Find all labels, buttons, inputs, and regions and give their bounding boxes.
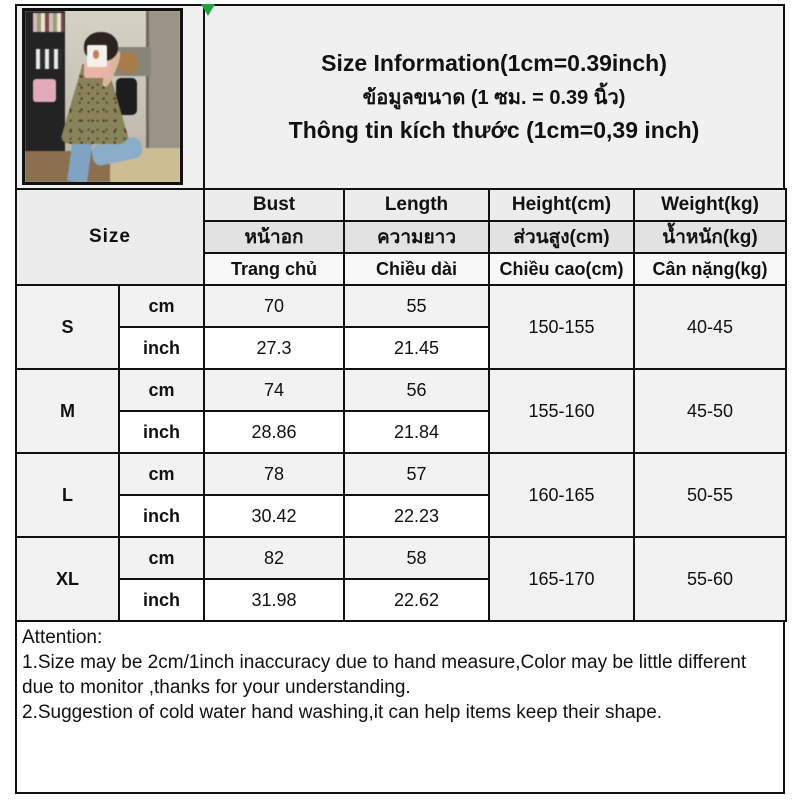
length-inch-l: 22.23 <box>343 494 490 538</box>
bust-inch-xl: 31.98 <box>203 578 345 622</box>
weight-l: 50-55 <box>633 452 787 538</box>
col-header-bust-en: Bust <box>203 188 345 222</box>
photo-scene <box>25 11 180 182</box>
length-cm-xl: 58 <box>343 536 490 580</box>
header-row-vietnamese: Trang chủ Chiều dài Chiều cao(cm) Cân nặ… <box>16 252 787 286</box>
length-cm-m: 56 <box>343 368 490 412</box>
attention-line-2: due to monitor ,thanks for your understa… <box>22 677 411 698</box>
title-block: Size Information(1cm=0.39inch) ข้อมูลขนา… <box>205 6 783 188</box>
col-header-length-th: ความยาว <box>343 220 490 254</box>
title-thai: ข้อมูลขนาด (1 ซม. = 0.39 นิ้ว) <box>362 87 626 109</box>
table-row: L cm 78 57 160-165 50-55 <box>15 452 787 538</box>
bust-cm-l: 78 <box>203 452 345 496</box>
title-english: Size Information(1cm=0.39inch) <box>321 50 667 76</box>
size-column-header: Size <box>15 188 205 286</box>
col-header-height-vi: Chiều cao(cm) <box>488 252 635 286</box>
table-row: inch 31.98 22.62 <box>16 578 786 622</box>
col-header-weight-vi: Cân nặng(kg) <box>633 252 787 286</box>
size-table: Size Bust Length Height(cm) Weight(kg) ห… <box>15 188 787 622</box>
table-row: inch 27.3 21.45 <box>16 326 786 370</box>
header-section: Size Information(1cm=0.39inch) ข้อมูลขนา… <box>15 4 785 188</box>
height-m: 155-160 <box>488 368 635 454</box>
table-row: S cm 70 55 150-155 40-45 <box>15 284 787 370</box>
product-photo <box>22 8 183 185</box>
col-header-height-en: Height(cm) <box>488 188 635 222</box>
table-row: inch 30.42 22.23 <box>16 494 786 538</box>
length-cm-s: 55 <box>343 284 490 328</box>
table-row: inch 28.86 21.84 <box>16 410 786 454</box>
photo-door-edge <box>145 11 149 182</box>
green-corner-marker-icon <box>201 4 215 16</box>
height-s: 150-155 <box>488 284 635 370</box>
photo-cell <box>17 6 205 188</box>
header-row-thai: หน้าอก ความยาว ส่วนสูง(cm) น้ำหนัก(kg) <box>16 220 787 254</box>
height-xl: 165-170 <box>488 536 635 622</box>
length-cm-l: 57 <box>343 452 490 496</box>
length-inch-xl: 22.62 <box>343 578 490 622</box>
unit-inch: inch <box>118 578 205 622</box>
table-row: M cm 74 56 155-160 45-50 <box>15 368 787 454</box>
attention-note: Attention: 1.Size may be 2cm/1inch inacc… <box>15 622 785 794</box>
bust-cm-s: 70 <box>203 284 345 328</box>
height-l: 160-165 <box>488 452 635 538</box>
photo-black-bag <box>116 77 137 116</box>
size-label-xl: XL <box>15 536 120 622</box>
size-label-s: S <box>15 284 120 370</box>
unit-inch: inch <box>118 326 205 370</box>
unit-cm: cm <box>118 368 205 412</box>
col-header-weight-en: Weight(kg) <box>633 188 787 222</box>
bust-cm-xl: 82 <box>203 536 345 580</box>
col-header-length-vi: Chiều dài <box>343 252 490 286</box>
weight-m: 45-50 <box>633 368 787 454</box>
photo-pink-bag <box>32 79 56 102</box>
table-row: XL cm 82 58 165-170 55-60 <box>15 536 787 622</box>
photo-binders <box>35 48 63 70</box>
attention-line-3: 2.Suggestion of cold water hand washing,… <box>22 702 663 723</box>
photo-phone-case-deco <box>93 50 100 59</box>
bust-inch-s: 27.3 <box>203 326 345 370</box>
unit-cm: cm <box>118 536 205 580</box>
content-area: Size Information(1cm=0.39inch) ข้อมูลขนา… <box>15 4 787 794</box>
photo-books <box>32 12 64 32</box>
attention-title: Attention: <box>22 627 103 648</box>
title-vietnamese: Thông tin kích thước (1cm=0,39 inch) <box>288 117 700 143</box>
col-header-bust-th: หน้าอก <box>203 220 345 254</box>
col-header-length-en: Length <box>343 188 490 222</box>
unit-inch: inch <box>118 494 205 538</box>
bust-inch-l: 30.42 <box>203 494 345 538</box>
col-header-bust-vi: Trang chủ <box>203 252 345 286</box>
length-inch-m: 21.84 <box>343 410 490 454</box>
attention-line-1: 1.Size may be 2cm/1inch inaccuracy due t… <box>22 652 747 673</box>
length-inch-s: 21.45 <box>343 326 490 370</box>
weight-xl: 55-60 <box>633 536 787 622</box>
unit-cm: cm <box>118 452 205 496</box>
col-header-weight-th: น้ำหนัก(kg) <box>633 220 787 254</box>
photo-tan-bag <box>118 52 139 73</box>
size-label-m: M <box>15 368 120 454</box>
weight-s: 40-45 <box>633 284 787 370</box>
bust-inch-m: 28.86 <box>203 410 345 454</box>
size-label-l: L <box>15 452 120 538</box>
col-header-height-th: ส่วนสูง(cm) <box>488 220 635 254</box>
unit-cm: cm <box>118 284 205 328</box>
bust-cm-m: 74 <box>203 368 345 412</box>
unit-inch: inch <box>118 410 205 454</box>
header-row-english: Size Bust Length Height(cm) Weight(kg) <box>15 188 787 286</box>
